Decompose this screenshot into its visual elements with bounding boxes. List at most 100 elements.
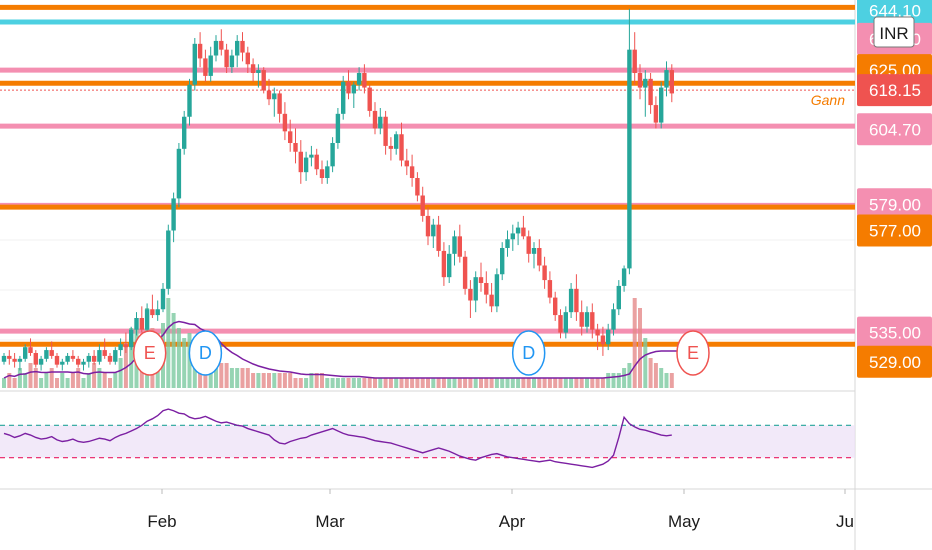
candle-body bbox=[266, 90, 272, 100]
currency-badge bbox=[873, 16, 915, 48]
candle-body bbox=[341, 81, 346, 114]
candle-body bbox=[38, 358, 44, 365]
volume-bar bbox=[44, 373, 49, 388]
volume-bar bbox=[325, 378, 330, 388]
volume-bar bbox=[224, 363, 229, 388]
volume-bar bbox=[23, 373, 28, 388]
candle-body bbox=[494, 274, 500, 307]
volume-bar bbox=[351, 378, 356, 388]
event-marker-label: E bbox=[687, 343, 699, 363]
price-tag-text: 579.00 bbox=[869, 195, 921, 214]
price-tag-text: 618.15 bbox=[869, 81, 921, 100]
price-tag-text: 577.00 bbox=[869, 222, 921, 241]
volume-bar bbox=[304, 378, 309, 388]
candle-body bbox=[664, 70, 669, 88]
candle-body bbox=[431, 224, 436, 237]
candle-body bbox=[256, 70, 261, 73]
candle-body bbox=[595, 329, 600, 336]
candle-body bbox=[537, 248, 542, 266]
volume-bar bbox=[553, 378, 558, 388]
volume-bar bbox=[2, 378, 6, 388]
candle-body bbox=[208, 55, 213, 76]
volume-bar bbox=[627, 363, 632, 388]
volume-bar bbox=[479, 378, 483, 388]
volume-bar bbox=[373, 378, 377, 388]
volume-bar bbox=[606, 373, 611, 388]
volume-bar bbox=[17, 368, 22, 388]
candle-body bbox=[372, 110, 378, 129]
candle-body bbox=[579, 312, 584, 327]
volume-bar bbox=[542, 378, 547, 388]
volume-bar bbox=[330, 378, 335, 388]
candle-body bbox=[632, 49, 637, 73]
candle-body bbox=[197, 43, 203, 59]
volume-bar bbox=[251, 373, 256, 388]
volume-bar bbox=[49, 368, 54, 388]
candle-body bbox=[229, 55, 235, 68]
volume-bar bbox=[431, 378, 436, 388]
candle-body bbox=[378, 116, 383, 129]
candle-body bbox=[452, 236, 457, 254]
candle-body bbox=[515, 227, 521, 234]
volume-bar bbox=[595, 378, 600, 388]
event-marker-e bbox=[132, 330, 167, 376]
volume-bar bbox=[335, 378, 340, 388]
candle-body bbox=[547, 280, 553, 298]
candle-body bbox=[155, 309, 160, 316]
volume-bar bbox=[118, 358, 123, 388]
candle-body bbox=[166, 230, 171, 289]
candle-body bbox=[187, 84, 192, 117]
price-tag bbox=[857, 113, 932, 146]
candle-body bbox=[584, 312, 590, 327]
candle-body bbox=[653, 105, 659, 123]
volume-bar bbox=[39, 378, 44, 388]
volume-bar bbox=[123, 343, 128, 388]
volume-bar bbox=[12, 378, 17, 388]
volume-bar bbox=[563, 378, 568, 388]
candle-body bbox=[277, 93, 282, 114]
volume-bar bbox=[256, 373, 261, 388]
volume-bar bbox=[166, 298, 171, 388]
candle-body bbox=[606, 329, 611, 345]
candle-body bbox=[436, 224, 441, 251]
volume-bar bbox=[277, 373, 282, 388]
candle-body bbox=[113, 350, 118, 362]
candle-body bbox=[182, 116, 187, 149]
candle-body bbox=[643, 78, 648, 88]
candle-body bbox=[12, 358, 17, 362]
volume-bar bbox=[653, 363, 658, 388]
volume-bar bbox=[272, 373, 277, 388]
candle-body bbox=[335, 113, 341, 143]
candle-body bbox=[139, 318, 144, 330]
volume-bar bbox=[60, 373, 65, 388]
volume-bar bbox=[484, 378, 489, 388]
price-tag bbox=[857, 316, 932, 349]
price-tag bbox=[857, 214, 932, 247]
candle-body bbox=[309, 154, 314, 158]
volume-bar bbox=[622, 368, 627, 388]
volume-bar bbox=[76, 368, 81, 388]
volume-bar bbox=[558, 378, 563, 388]
volume-bar bbox=[532, 378, 536, 388]
candle-body bbox=[611, 309, 616, 330]
candle-body bbox=[558, 315, 563, 333]
volume-bar bbox=[341, 378, 346, 388]
candle-body bbox=[70, 355, 76, 359]
price-tag bbox=[857, 345, 932, 378]
x-tick-label: Feb bbox=[147, 512, 176, 531]
volume-bar bbox=[240, 368, 245, 388]
candle-body bbox=[425, 215, 431, 237]
x-tick-label: Apr bbox=[499, 512, 526, 531]
candle-body bbox=[250, 64, 256, 73]
candle-body bbox=[468, 288, 473, 301]
candle-body bbox=[563, 312, 568, 333]
indicator-line bbox=[3, 408, 672, 469]
volume-bar bbox=[383, 378, 388, 388]
price-tag bbox=[857, 74, 932, 107]
volume-bar bbox=[574, 378, 579, 388]
volume-bar bbox=[229, 368, 234, 388]
candle-body bbox=[356, 73, 362, 85]
candle-body bbox=[65, 355, 70, 362]
volume-bar bbox=[436, 378, 441, 388]
